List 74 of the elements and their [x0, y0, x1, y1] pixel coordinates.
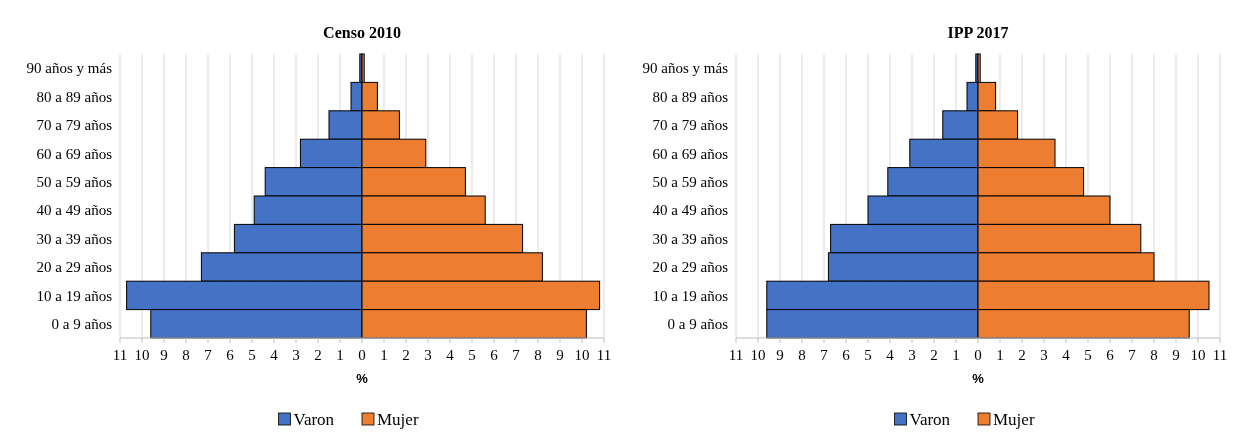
y-tick-label: 70 a 79 años: [36, 117, 113, 134]
x-tick-label: 6: [842, 347, 851, 363]
x-tick-label: 4: [446, 347, 455, 363]
x-tick-label: 11: [112, 347, 128, 363]
x-tick-label: 9: [1172, 347, 1180, 363]
x-tick-label: 8: [534, 347, 542, 363]
x-tick-label: 7: [1128, 347, 1137, 363]
y-tick-label: 0 a 9 años: [51, 316, 113, 333]
x-tick-label: 1: [380, 347, 388, 363]
y-tick-label: 70 a 79 años: [652, 117, 729, 134]
x-tick-label: 8: [1150, 347, 1158, 363]
x-tick-label: 4: [886, 347, 895, 363]
x-tick-label: 0: [358, 347, 366, 363]
y-tick-label: 30 a 39 años: [652, 230, 729, 247]
x-tick-label: 10: [134, 347, 150, 363]
y-tick-label: 30 a 39 años: [36, 230, 113, 247]
x-tick-label: 11: [1212, 347, 1228, 363]
x-tick-label: 10: [750, 347, 766, 363]
x-tick-label: 2: [930, 347, 938, 363]
x-tick-label: 7: [204, 347, 213, 363]
x-tick-label: 4: [1062, 347, 1071, 363]
y-tick-label: 90 años y más: [642, 60, 729, 77]
y-tick-label: 60 a 69 años: [36, 145, 113, 162]
legend-label: Varon: [293, 410, 335, 429]
y-tick-label: 40 a 49 años: [652, 202, 729, 219]
x-tick-label: 0: [974, 347, 982, 363]
x-tick-label: 10: [1190, 347, 1206, 363]
y-tick-label: 80 a 89 años: [652, 88, 729, 105]
y-tick-label: 40 a 49 años: [36, 202, 113, 219]
x-tick-label: 11: [596, 347, 612, 363]
x-tick-label: 7: [820, 347, 829, 363]
x-tick-label: 5: [1084, 347, 1092, 363]
x-tick-label: 8: [798, 347, 806, 363]
legend-label: Varon: [909, 410, 951, 429]
chart-title: Censo 2010: [323, 24, 401, 41]
x-tick-label: 6: [226, 347, 235, 363]
x-tick-label: 5: [864, 347, 872, 363]
x-tick-label: 7: [512, 347, 521, 363]
x-tick-label: 10: [574, 347, 590, 363]
x-tick-label: 8: [182, 347, 190, 363]
x-tick-label: 5: [468, 347, 476, 363]
legend-label: Mujer: [993, 410, 1035, 429]
x-tick-label: 9: [556, 347, 564, 363]
x-tick-label: 3: [424, 347, 432, 363]
y-tick-label: 10 a 19 años: [652, 287, 729, 304]
y-tick-label: 90 años y más: [26, 60, 113, 77]
y-tick-label: 0 a 9 años: [667, 316, 729, 333]
legend-label: Mujer: [377, 410, 419, 429]
x-tick-label: 6: [1106, 347, 1115, 363]
x-tick-label: 1: [996, 347, 1004, 363]
x-tick-label: 4: [270, 347, 279, 363]
y-tick-label: 20 a 29 años: [36, 259, 113, 276]
x-tick-label: 3: [1040, 347, 1048, 363]
x-tick-label: 3: [292, 347, 300, 363]
y-tick-label: 60 a 69 años: [652, 145, 729, 162]
x-tick-label: 1: [952, 347, 960, 363]
x-tick-label: 2: [402, 347, 410, 363]
x-tick-label: 9: [160, 347, 168, 363]
x-tick-label: 5: [248, 347, 256, 363]
x-tick-label: 3: [908, 347, 916, 363]
y-tick-label: 10 a 19 años: [36, 287, 113, 304]
y-tick-label: 50 a 59 años: [36, 174, 113, 191]
y-tick-label: 50 a 59 años: [652, 174, 729, 191]
x-tick-label: 6: [490, 347, 499, 363]
x-tick-label: 11: [728, 347, 744, 363]
y-tick-label: 80 a 89 años: [36, 88, 113, 105]
x-axis-title: %: [972, 371, 985, 386]
y-tick-label: 20 a 29 años: [652, 259, 729, 276]
x-tick-label: 1: [336, 347, 344, 363]
chart-title: IPP 2017: [947, 24, 1009, 41]
x-axis-title: %: [356, 371, 369, 386]
x-tick-label: 2: [314, 347, 322, 363]
x-tick-label: 2: [1018, 347, 1026, 363]
x-tick-label: 9: [776, 347, 784, 363]
